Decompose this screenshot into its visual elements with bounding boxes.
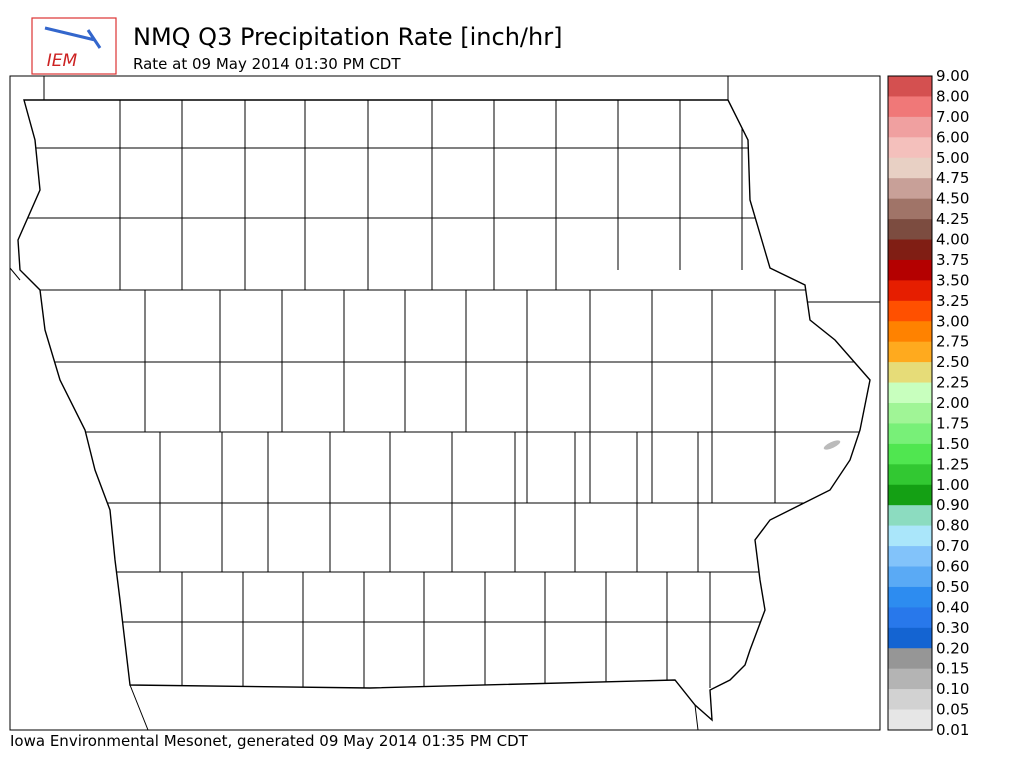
colorbar-bin	[888, 648, 932, 669]
county-columns	[119, 100, 776, 688]
colorbar-bin	[888, 259, 932, 281]
map	[9, 76, 880, 731]
colorbar-label: 3.50	[936, 271, 969, 289]
colorbar-label: 3.75	[936, 251, 969, 269]
colorbar-label: 2.25	[936, 374, 969, 392]
colorbar-bin	[888, 321, 932, 342]
colorbar-label: 0.60	[936, 558, 969, 576]
colorbar-bin	[888, 341, 932, 363]
colorbar-label: 5.00	[936, 149, 969, 167]
colorbar-label: 7.00	[936, 108, 969, 126]
state-outline	[17, 99, 871, 722]
colorbar-bin	[888, 443, 932, 465]
colorbar-bin	[888, 116, 932, 138]
colorbar-label: 8.00	[936, 87, 969, 105]
colorbar: 9.00 8.00 7.00 6.00 5.00 4.75 4.50 4.25 4.00 3.75…	[887, 67, 969, 739]
colorbar-label: 4.25	[936, 210, 969, 228]
colorbar-bin	[888, 546, 932, 567]
colorbar-bin	[888, 362, 932, 383]
colorbar-bin	[888, 280, 932, 302]
subtitle: Rate at 09 May 2014 01:30 PM CDT	[133, 55, 401, 73]
colorbar-bin	[888, 300, 932, 322]
logo-icon	[44, 26, 102, 49]
colorbar-label: 0.40	[936, 598, 969, 616]
colorbar-label: 1.75	[936, 414, 969, 432]
colorbar-bin	[888, 566, 932, 588]
colorbar-bin	[888, 198, 932, 220]
colorbar-bin	[888, 76, 932, 97]
colorbar-bin	[888, 403, 932, 424]
colorbar-label: 3.25	[936, 292, 969, 310]
colorbar-label: 4.50	[936, 190, 969, 208]
colorbar-label: 3.00	[936, 312, 969, 330]
colorbar-bin	[888, 137, 932, 159]
colorbar-bin	[888, 464, 932, 486]
colorbar-label: 6.00	[936, 128, 969, 146]
colorbar-bin	[888, 382, 932, 404]
colorbar-label: 9.00	[936, 67, 969, 85]
colorbar-label: 0.90	[936, 496, 969, 514]
colorbar-bin	[888, 607, 932, 629]
colorbar-label: 2.75	[936, 333, 969, 351]
county-lines	[18, 100, 870, 688]
colorbar-label: 0.05	[936, 701, 969, 719]
colorbar-bin	[888, 178, 932, 199]
colorbar-bin	[888, 239, 932, 261]
colorbar-label: 1.50	[936, 435, 969, 453]
colorbar-label: 2.00	[936, 394, 969, 412]
colorbar-label: 0.20	[936, 639, 969, 657]
colorbar-label: 2.50	[936, 353, 969, 371]
logo: IEM	[31, 17, 117, 75]
colorbar-bin	[888, 96, 932, 118]
colorbar-label: 0.10	[936, 680, 969, 698]
logo-text: IEM	[47, 51, 78, 71]
colorbar-label: 1.25	[936, 455, 969, 473]
colorbar-label: 4.75	[936, 169, 969, 187]
colorbar-bin	[888, 219, 932, 240]
colorbar-bin	[888, 484, 932, 506]
colorbar-bin	[888, 157, 932, 179]
colorbar-bin	[888, 709, 932, 731]
footer: Iowa Environmental Mesonet, generated 09…	[10, 732, 529, 750]
precip-echo	[823, 440, 841, 450]
map-frame	[9, 75, 881, 731]
colorbar-frame	[887, 75, 933, 731]
colorbar-label: 1.00	[936, 476, 969, 494]
colorbar-label: 0.70	[936, 537, 969, 555]
colorbar-label: 0.80	[936, 517, 969, 535]
title: NMQ Q3 Precipitation Rate [inch/hr]	[133, 23, 562, 51]
colorbar-label: 4.00	[936, 231, 969, 249]
colorbar-bin	[888, 586, 932, 608]
colorbar-label: 0.30	[936, 619, 969, 637]
colorbar-bin	[888, 423, 932, 445]
colorbar-label: 0.50	[936, 578, 969, 596]
colorbar-bin	[888, 505, 932, 526]
colorbar-bin	[888, 689, 932, 710]
colorbar-label: 0.15	[936, 660, 969, 678]
colorbar-label: 0.01	[936, 721, 969, 739]
county-rows	[18, 147, 870, 623]
neighbor-borders	[9, 76, 880, 731]
logo-outline	[31, 17, 117, 75]
colorbar-bin	[888, 525, 932, 547]
colorbar-bin	[888, 668, 932, 690]
colorbar-bin	[888, 627, 932, 649]
